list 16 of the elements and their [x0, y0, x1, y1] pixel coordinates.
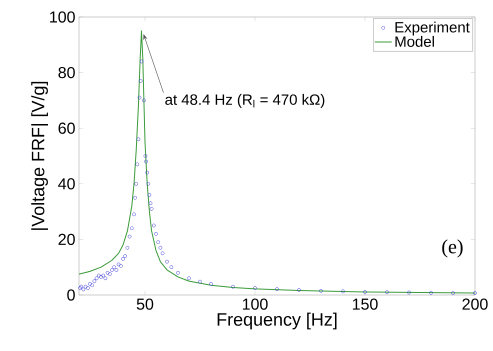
x-tick-label: 200	[462, 298, 488, 310]
y-axis-title: |Voltage FRF| [V/g]	[31, 82, 48, 230]
y-tick-label: 80	[58, 66, 75, 78]
y-tick-label: 40	[58, 178, 75, 190]
y-tick-label: 60	[58, 122, 75, 134]
legend-label: Experiment	[395, 22, 470, 36]
y-tick-label: 20	[58, 234, 75, 246]
x-tick-label: 150	[352, 298, 378, 310]
y-tick-label: 0	[67, 289, 75, 301]
legend-label: Model	[395, 36, 434, 47]
x-axis-title: Frequency [Hz]	[218, 312, 336, 330]
y-tick-label: 100	[50, 11, 75, 23]
annotation: (e)	[442, 239, 463, 258]
x-tick-label: 50	[136, 298, 154, 310]
annotation: at 48.4 Hz (R$_{l}$ = 470 kΩ)	[165, 94, 324, 108]
x-tick-label: 100	[242, 298, 268, 310]
